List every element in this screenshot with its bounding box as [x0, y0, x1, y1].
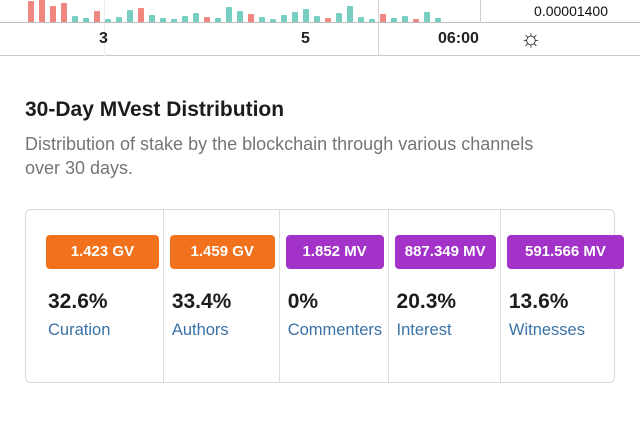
section-subtitle: Distribution of stake by the blockchain …: [25, 134, 534, 179]
chart-plot-area: 0.00001400: [0, 0, 640, 23]
volume-bar: [171, 19, 177, 22]
volume-bar: [193, 13, 199, 22]
amount-badge: 591.566 MV: [506, 234, 624, 269]
volume-bar: [105, 19, 111, 22]
volume-bar: [116, 17, 122, 22]
volume-bar: [160, 18, 166, 22]
x-axis: 3 5 06:00 ☼: [0, 23, 640, 56]
amount-badge: 1.423 GV: [46, 234, 159, 269]
percent-value: 20.3%: [396, 289, 457, 313]
volume-bar: [28, 1, 34, 22]
distribution-column-curation: 1.423 GV 32.6% Curation: [26, 209, 164, 382]
label-link-commenters[interactable]: Commenters: [287, 320, 383, 339]
x-axis-label-3: 3: [99, 30, 108, 47]
volume-bar: [204, 17, 210, 22]
label-link-authors[interactable]: Authors: [171, 320, 229, 339]
volume-bar: [248, 14, 254, 22]
volume-bar: [259, 17, 265, 22]
volume-bar: [39, 0, 45, 22]
volume-bar: [402, 16, 408, 22]
gridline: [104, 0, 105, 56]
x-axis-label-5: 5: [301, 30, 310, 47]
sun-icon[interactable]: ☼: [520, 25, 542, 52]
volume-bar: [83, 18, 89, 22]
distribution-column-witnesses: 591.566 MV 13.6% Witnesses: [501, 210, 624, 382]
volume-bar: [94, 11, 100, 22]
volume-bar: [391, 18, 397, 22]
distribution-column-interest: 887.349 MV 20.3% Interest: [389, 209, 501, 382]
distribution-column-authors: 1.459 GV 33.4% Authors: [164, 209, 280, 382]
x-axis-label-0600: 06:00: [438, 30, 479, 47]
volume-bar: [237, 11, 243, 22]
percent-value: 0%: [287, 289, 319, 313]
price-chart: 0.00001400 3 5 06:00 ☼: [0, 0, 640, 56]
volume-bar: [369, 19, 375, 22]
volume-bar: [358, 17, 364, 22]
volume-bar: [50, 6, 56, 22]
volume-bar: [314, 16, 320, 22]
volume-bar: [303, 9, 309, 22]
volume-bar: [138, 8, 144, 22]
volume-bar: [292, 12, 298, 22]
label-link-curation[interactable]: Curation: [48, 320, 111, 339]
volume-bar: [61, 3, 67, 22]
price-axis-label: 0.00001400: [534, 3, 608, 19]
volume-bar: [149, 15, 155, 22]
volume-bar: [182, 16, 188, 22]
volume-bar: [226, 7, 232, 22]
volume-bar: [127, 10, 133, 22]
volume-bar: [72, 16, 78, 22]
volume-bar: [435, 18, 441, 22]
mvest-distribution-section: 30-Day MVest Distribution Distribution o…: [0, 98, 640, 181]
percent-value: 13.6%: [508, 289, 569, 313]
volume-bar: [281, 15, 287, 22]
mvest-distribution-card: 1.423 GV 32.6% Curation 1.459 GV 33.4% A…: [25, 208, 624, 383]
price-axis-separator: [480, 0, 481, 23]
amount-badge: 887.349 MV: [394, 234, 496, 269]
section-title: 30-Day MVest Distribution: [25, 98, 285, 121]
distribution-column-commenters: 1.852 MV 0% Commenters: [280, 209, 389, 382]
amount-badge: 1.459 GV: [169, 234, 275, 269]
gridline: [378, 0, 379, 56]
volume-bar: [215, 18, 221, 22]
volume-bars: [28, 0, 441, 22]
amount-badge: 1.852 MV: [285, 234, 384, 269]
percent-value: 32.6%: [48, 289, 108, 313]
label-link-interest[interactable]: Interest: [396, 320, 452, 339]
percent-value: 33.4%: [171, 289, 232, 313]
volume-bar: [347, 6, 353, 22]
volume-bar: [413, 19, 419, 22]
volume-bar: [424, 12, 430, 22]
volume-bar: [325, 18, 331, 22]
volume-bar: [380, 14, 386, 22]
label-link-witnesses[interactable]: Witnesses: [508, 320, 585, 339]
volume-bar: [336, 13, 342, 22]
volume-bar: [270, 19, 276, 22]
